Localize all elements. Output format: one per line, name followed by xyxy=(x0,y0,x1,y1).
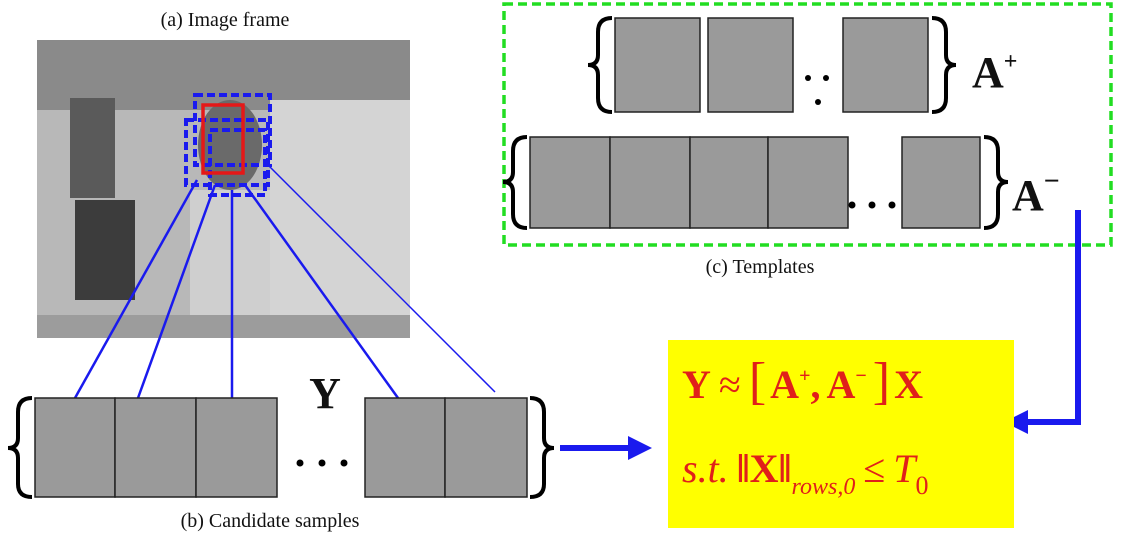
eq-term: 0 xyxy=(916,471,929,500)
symbol-a-plus: A+ xyxy=(972,48,1017,97)
superscript: + xyxy=(1004,49,1018,75)
eq-term: , xyxy=(810,362,820,407)
eq-term: A xyxy=(770,362,799,407)
eq-term: ] xyxy=(873,353,890,410)
eq-term: ≈ xyxy=(719,362,741,407)
positive-templates xyxy=(588,18,956,112)
diagram: (a) Image frame Y (b) Candidate samples xyxy=(0,0,1123,538)
eq-term: X xyxy=(894,362,923,407)
caption: (b) Candidate samples xyxy=(181,510,360,532)
candidate-patches xyxy=(8,398,554,497)
negative-templates xyxy=(503,137,1008,228)
caption: (a) Image frame xyxy=(161,9,290,31)
symbol-y: Y xyxy=(309,369,341,418)
symbol: A xyxy=(972,48,1004,97)
image-frame xyxy=(37,40,410,338)
symbol-a-minus: A− xyxy=(1012,166,1060,220)
eq-term: − xyxy=(855,365,866,387)
symbol: A xyxy=(1012,171,1044,220)
eq-term: [ xyxy=(749,353,766,410)
eq-term: ‖X‖ xyxy=(737,446,792,491)
superscript: − xyxy=(1044,166,1060,197)
eq-term: s.t. xyxy=(682,446,729,491)
eq-term: ≤ xyxy=(863,446,885,491)
eq-term: A xyxy=(826,362,855,407)
eq-term: rows,0 xyxy=(792,474,856,500)
eq-term: T xyxy=(893,446,918,491)
caption: (c) Templates xyxy=(706,256,815,278)
eq-term: + xyxy=(799,365,810,387)
eq-term: Y xyxy=(682,362,711,407)
